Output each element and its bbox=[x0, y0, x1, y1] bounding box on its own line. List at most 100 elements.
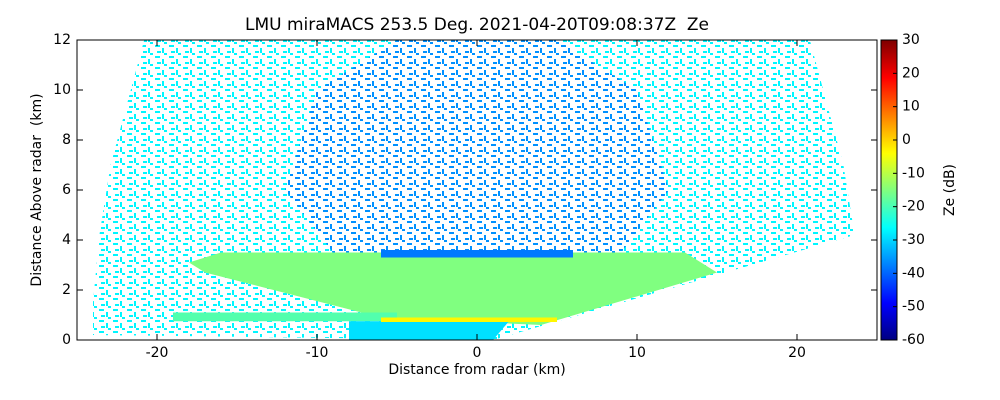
colorbar-swatch bbox=[881, 202, 897, 205]
x-tick-label: 20 bbox=[788, 345, 806, 361]
colorbar-swatch bbox=[881, 310, 897, 313]
colorbar-swatch bbox=[881, 324, 897, 327]
colorbar-swatch bbox=[881, 100, 897, 103]
colorbar-swatch bbox=[881, 296, 897, 299]
echo-region bbox=[381, 250, 573, 258]
colorbar-swatch bbox=[881, 182, 897, 185]
x-tick-label: -10 bbox=[306, 345, 329, 361]
colorbar-swatch bbox=[881, 158, 897, 161]
colorbar-swatch bbox=[881, 188, 897, 191]
colorbar-swatch bbox=[881, 146, 897, 149]
plot-area bbox=[93, 40, 855, 340]
colorbar-swatch bbox=[881, 58, 897, 61]
colorbar-swatch bbox=[881, 198, 897, 201]
colorbar-swatch bbox=[881, 92, 897, 95]
colorbar-swatch bbox=[881, 124, 897, 127]
colorbar-swatch bbox=[881, 316, 897, 319]
colorbar-swatch bbox=[881, 84, 897, 87]
colorbar-swatch bbox=[881, 300, 897, 303]
colorbar-swatch bbox=[881, 226, 897, 229]
colorbar-swatch bbox=[881, 228, 897, 231]
colorbar-swatch bbox=[881, 62, 897, 65]
echo-region bbox=[349, 321, 509, 340]
colorbar-swatch bbox=[881, 42, 897, 45]
colorbar-swatch bbox=[881, 336, 897, 339]
colorbar-swatch bbox=[881, 250, 897, 253]
colorbar-swatch bbox=[881, 294, 897, 297]
colorbar-swatch bbox=[881, 64, 897, 67]
colorbar-swatch bbox=[881, 88, 897, 91]
colorbar-swatch bbox=[881, 164, 897, 167]
colorbar-swatch bbox=[881, 312, 897, 315]
colorbar-swatch bbox=[881, 288, 897, 291]
colorbar-swatch bbox=[881, 128, 897, 131]
x-tick-label: 0 bbox=[473, 345, 482, 361]
colorbar-tick-label: 0 bbox=[902, 132, 911, 148]
colorbar-swatch bbox=[881, 210, 897, 213]
colorbar-swatch bbox=[881, 276, 897, 279]
colorbar-swatch bbox=[881, 108, 897, 111]
x-axis-label: Distance from radar (km) bbox=[388, 362, 565, 378]
colorbar-swatch bbox=[881, 240, 897, 243]
colorbar-swatch bbox=[881, 256, 897, 259]
colorbar-swatch bbox=[881, 214, 897, 217]
colorbar-swatch bbox=[881, 86, 897, 89]
colorbar-swatch bbox=[881, 142, 897, 145]
colorbar-swatch bbox=[881, 54, 897, 57]
colorbar-swatch bbox=[881, 246, 897, 249]
colorbar-swatch bbox=[881, 160, 897, 163]
colorbar-swatch bbox=[881, 112, 897, 115]
colorbar-swatch bbox=[881, 218, 897, 221]
colorbar-swatch bbox=[881, 304, 897, 307]
colorbar-swatch bbox=[881, 232, 897, 235]
echo-region bbox=[381, 317, 557, 322]
colorbar-label: Ze (dB) bbox=[942, 164, 958, 216]
colorbar-swatch bbox=[881, 166, 897, 169]
colorbar-swatch bbox=[881, 126, 897, 129]
colorbar-swatch bbox=[881, 74, 897, 77]
colorbar-swatch bbox=[881, 332, 897, 335]
colorbar-swatch bbox=[881, 76, 897, 79]
colorbar-swatch bbox=[881, 212, 897, 215]
colorbar-swatch bbox=[881, 56, 897, 59]
y-tick-label: 12 bbox=[53, 32, 71, 48]
y-axis-label: Distance Above radar (km) bbox=[29, 93, 45, 286]
colorbar-swatch bbox=[881, 114, 897, 117]
colorbar-swatch bbox=[881, 258, 897, 261]
y-tick-label: 4 bbox=[62, 232, 71, 248]
colorbar-swatch bbox=[881, 154, 897, 157]
colorbar-swatch bbox=[881, 66, 897, 69]
colorbar-swatch bbox=[881, 280, 897, 283]
colorbar-swatch bbox=[881, 104, 897, 107]
colorbar-swatch bbox=[881, 274, 897, 277]
colorbar-swatch bbox=[881, 150, 897, 153]
colorbar-swatch bbox=[881, 236, 897, 239]
colorbar-swatch bbox=[881, 190, 897, 193]
colorbar-tick-label: 10 bbox=[902, 99, 920, 115]
colorbar-swatch bbox=[881, 326, 897, 329]
y-tick-label: 10 bbox=[53, 82, 71, 98]
colorbar-swatch bbox=[881, 180, 897, 183]
colorbar-swatch bbox=[881, 338, 897, 341]
colorbar-swatch bbox=[881, 172, 897, 175]
colorbar-swatch bbox=[881, 196, 897, 199]
colorbar-swatch bbox=[881, 152, 897, 155]
colorbar-swatch bbox=[881, 204, 897, 207]
echo-region bbox=[285, 40, 669, 253]
colorbar-swatch bbox=[881, 328, 897, 331]
colorbar-swatch bbox=[881, 90, 897, 93]
colorbar-swatch bbox=[881, 330, 897, 333]
colorbar-swatch bbox=[881, 216, 897, 219]
colorbar-tick-label: -40 bbox=[902, 265, 925, 281]
colorbar-swatch bbox=[881, 234, 897, 237]
colorbar-tick-label: -30 bbox=[902, 232, 925, 248]
colorbar-swatch bbox=[881, 178, 897, 181]
colorbar-swatch bbox=[881, 82, 897, 85]
echo-region bbox=[189, 252, 717, 325]
colorbar-swatch bbox=[881, 148, 897, 151]
colorbar-swatch bbox=[881, 130, 897, 133]
colorbar-swatch bbox=[881, 270, 897, 273]
colorbar-swatch bbox=[881, 138, 897, 141]
colorbar-swatch bbox=[881, 252, 897, 255]
colorbar-swatch bbox=[881, 320, 897, 323]
